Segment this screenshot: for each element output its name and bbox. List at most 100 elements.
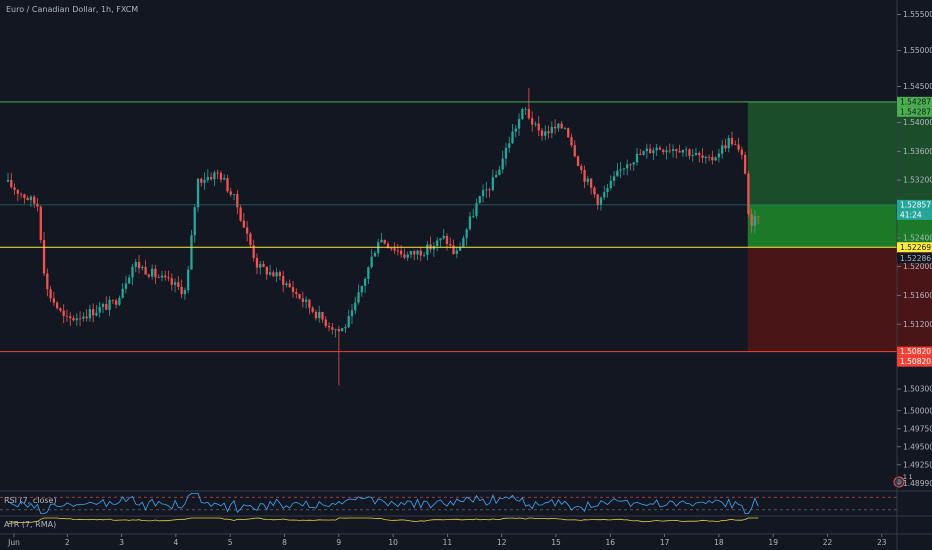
candle-body: [734, 144, 737, 146]
candle-body: [580, 165, 583, 170]
candle-body: [147, 274, 151, 277]
candle-body: [85, 316, 88, 319]
price-tick-label: 1.55000: [903, 46, 932, 55]
price-tick-label: 1.50300: [903, 385, 932, 394]
candle-body: [642, 151, 645, 155]
candle-body: [55, 302, 59, 309]
candle-body: [223, 178, 226, 180]
time-tick-label: 10: [388, 538, 398, 547]
candle-body: [612, 176, 616, 181]
price-axis[interactable]: 1.55500 1.55000 1.54500 1.54000 1.53600 1.532…: [896, 0, 932, 550]
candle-body: [252, 245, 255, 258]
candle-body: [246, 227, 249, 234]
candle-body: [399, 250, 403, 255]
time-tick-label: 22: [823, 538, 833, 547]
candle-body: [629, 164, 632, 166]
time-tick-label: 15: [551, 538, 561, 547]
candle-body: [508, 143, 511, 148]
candle-body: [347, 316, 350, 328]
candle-body: [164, 275, 167, 278]
candle-body: [219, 172, 223, 180]
candle-body: [29, 196, 33, 201]
time-tick-label: 2: [65, 538, 70, 547]
candle-body: [527, 108, 531, 119]
price-tick-label: 1.54000: [903, 118, 932, 127]
candle-body: [737, 144, 740, 150]
candle-body: [242, 220, 246, 228]
candle-body: [357, 292, 360, 303]
candle-body: [167, 277, 170, 279]
price-label-bg: [897, 106, 932, 117]
candle-body: [373, 253, 377, 257]
time-axis[interactable]: Jun 2 3 4 5 8 9 10 11 12 15 16 17 18 19 22 23: [0, 533, 932, 547]
candle-body: [658, 147, 662, 150]
candle-body: [648, 148, 652, 154]
time-tick-label: 17: [660, 538, 670, 547]
candle-body: [331, 327, 334, 330]
price-label-text: 1.52286: [900, 254, 931, 263]
candle-body: [393, 248, 396, 251]
candle-body: [531, 118, 534, 125]
candle-body: [550, 126, 553, 134]
candle-body: [114, 300, 118, 305]
candle-body: [46, 273, 49, 290]
candle-body: [511, 131, 514, 144]
candle-body: [626, 164, 629, 169]
candle-body: [707, 156, 711, 158]
time-tick-label: 16: [606, 538, 616, 547]
atr-pane: [0, 515, 932, 525]
candle-body: [652, 150, 655, 154]
candle-body: [131, 266, 134, 278]
rsi-label[interactable]: RSI (7, close): [4, 496, 57, 505]
level-lines: [0, 101, 897, 353]
candle-body: [59, 308, 62, 311]
candle-body: [544, 131, 547, 136]
candle-body: [452, 245, 455, 254]
candle-body: [272, 272, 275, 277]
candle-body: [354, 302, 357, 311]
candle-body: [259, 263, 262, 268]
candle-body: [711, 156, 714, 161]
candle-body: [288, 283, 291, 288]
price-label-bg: [897, 346, 932, 357]
price-tick-label: 1.49250: [903, 460, 932, 469]
price-label-entry: 1.52269: [897, 242, 932, 253]
atr-label[interactable]: ATR (7, RMA): [4, 520, 56, 529]
atr-series: [7, 517, 759, 525]
price-tick-label: 1.52000: [903, 262, 932, 271]
candle-body: [409, 251, 413, 255]
symbol-title[interactable]: Euro / Canadian Dollar, 1h, FXCM: [6, 5, 138, 14]
candle-body: [82, 316, 85, 319]
candle-body: [72, 318, 75, 321]
candle-body: [137, 261, 141, 269]
candle-body: [298, 293, 301, 299]
price-label-bg: [897, 242, 932, 253]
price-tick-label: 1.51600: [903, 291, 932, 300]
candle-body: [570, 137, 573, 146]
candle-body: [472, 215, 475, 217]
candle-body: [124, 283, 128, 289]
price-label-current: 1.52857: [897, 199, 932, 210]
candle-body: [183, 290, 187, 295]
candle-body: [701, 155, 704, 159]
candle-body: [324, 319, 327, 326]
candle-body: [717, 153, 721, 158]
time-tick-label: 5: [228, 538, 233, 547]
candle-body: [111, 299, 114, 301]
price-label-text: 1.52269: [900, 243, 931, 252]
candle-body: [501, 158, 504, 170]
candle-body: [517, 119, 521, 129]
price-tick-label: 1.53200: [903, 176, 932, 185]
time-tick-label: 18: [714, 538, 724, 547]
candle-body: [413, 251, 416, 255]
time-tick-label: 3: [119, 538, 124, 547]
candle-body: [13, 187, 16, 190]
profit-zone-upper: [747, 101, 932, 205]
candle-body: [151, 268, 154, 277]
candle-body: [494, 174, 498, 178]
candle-body: [439, 238, 442, 241]
candle-body: [747, 173, 750, 215]
candle-body: [573, 145, 576, 157]
time-tick-label: 4: [174, 538, 179, 547]
